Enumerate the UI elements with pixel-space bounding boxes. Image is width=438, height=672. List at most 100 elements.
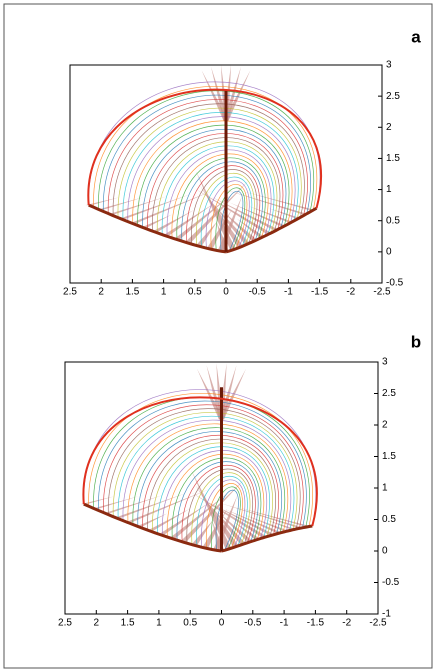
- x-tick-label: -1.5: [311, 287, 329, 298]
- y-tick-label: 0.5: [386, 215, 400, 226]
- trajectory: [122, 419, 292, 532]
- y-tick-label: 2.5: [386, 91, 400, 102]
- y-tick-label: -0.5: [386, 278, 404, 289]
- spike: [190, 520, 213, 546]
- y-tick-label: 1: [386, 184, 392, 195]
- y-tick-label: -0.5: [382, 577, 400, 588]
- figure-border: [3, 3, 433, 669]
- x-tick-label: -1.5: [307, 618, 325, 629]
- x-tick-label: -1: [284, 287, 293, 298]
- spike: [268, 208, 302, 219]
- spike: [195, 221, 218, 247]
- trajectory: [210, 486, 241, 550]
- trajectory: [132, 120, 293, 225]
- trajectory: [210, 183, 248, 250]
- x-tick-label: 1: [156, 618, 162, 629]
- x-tick-label: 1: [161, 287, 167, 298]
- spike: [102, 495, 163, 514]
- spike: [248, 206, 295, 223]
- panel-label: b: [411, 332, 421, 351]
- y-tick-label: 1: [382, 483, 388, 494]
- trajectory: [215, 489, 239, 551]
- x-tick-label: 0.5: [188, 287, 202, 298]
- spike: [195, 485, 240, 547]
- spike: [179, 479, 245, 542]
- spike: [107, 196, 168, 215]
- x-tick-label: 2.5: [58, 618, 72, 629]
- plot-decoration: [85, 64, 323, 254]
- branch: [88, 203, 227, 254]
- trajectory: [186, 165, 260, 243]
- envelope: [82, 396, 318, 527]
- x-tick-label: 2.5: [63, 287, 77, 298]
- trajectory: [196, 172, 255, 246]
- trajectory: [142, 128, 287, 228]
- trajectory: [201, 479, 246, 548]
- x-tick-label: -1: [280, 618, 289, 629]
- spike: [237, 507, 312, 527]
- trajectory: [191, 169, 258, 245]
- spike: [168, 492, 229, 539]
- x-tick-label: -2.5: [373, 287, 391, 298]
- spike: [129, 190, 214, 224]
- x-tick-label: 1.5: [125, 287, 139, 298]
- y-tick-label: -1: [382, 609, 391, 620]
- trajectory: [206, 483, 243, 549]
- spike: [200, 185, 244, 247]
- spike: [208, 199, 251, 244]
- spike: [157, 501, 211, 535]
- trajectory: [215, 187, 246, 251]
- x-tick-label: -0.5: [244, 618, 262, 629]
- trajectory: [196, 476, 248, 547]
- spike: [140, 214, 172, 228]
- y-tick-label: 0: [386, 246, 392, 257]
- spike: [80, 496, 115, 505]
- y-tick-label: 1.5: [386, 153, 400, 164]
- trajectory: [220, 191, 244, 252]
- spike: [223, 70, 251, 121]
- trajectory: [137, 431, 283, 534]
- trajectory: [191, 472, 251, 546]
- trajectory: [137, 124, 290, 227]
- branch: [225, 206, 318, 254]
- spike: [135, 513, 168, 527]
- spike: [264, 519, 298, 530]
- x-tick-label: 0: [223, 287, 229, 298]
- spike: [162, 202, 215, 236]
- spike: [221, 210, 259, 241]
- spike: [211, 196, 280, 231]
- x-tick-label: -0.5: [249, 287, 267, 298]
- y-tick-label: 0: [382, 546, 388, 557]
- trajectory: [127, 423, 289, 533]
- x-tick-label: -2.5: [369, 618, 387, 629]
- trajectory: [186, 468, 253, 545]
- spike: [118, 194, 191, 220]
- trajectory: [142, 435, 280, 535]
- trajectory: [93, 86, 318, 211]
- trajectory: [147, 133, 284, 230]
- y-tick-label: 2: [382, 420, 388, 431]
- x-tick-label: -2: [342, 618, 351, 629]
- spike: [219, 368, 246, 420]
- trajectory: [205, 180, 250, 249]
- trajectory: [181, 464, 256, 543]
- x-tick-label: 2: [94, 618, 100, 629]
- y-tick-label: 3: [386, 60, 392, 71]
- y-tick-label: 2.5: [382, 388, 396, 399]
- spike: [229, 202, 287, 227]
- spike: [232, 520, 261, 540]
- y-tick-label: 1.5: [382, 451, 396, 462]
- spike: [184, 180, 249, 243]
- trajectory: [132, 427, 286, 534]
- y-tick-label: 3: [382, 357, 388, 368]
- trajectory: [200, 176, 253, 247]
- spike: [242, 191, 316, 211]
- x-tick-label: -2: [346, 287, 355, 298]
- branch: [83, 502, 222, 553]
- spike: [113, 493, 186, 519]
- spike: [173, 193, 234, 240]
- spike: [206, 365, 224, 420]
- x-tick-label: 1.5: [121, 618, 135, 629]
- x-tick-label: 0.5: [183, 618, 197, 629]
